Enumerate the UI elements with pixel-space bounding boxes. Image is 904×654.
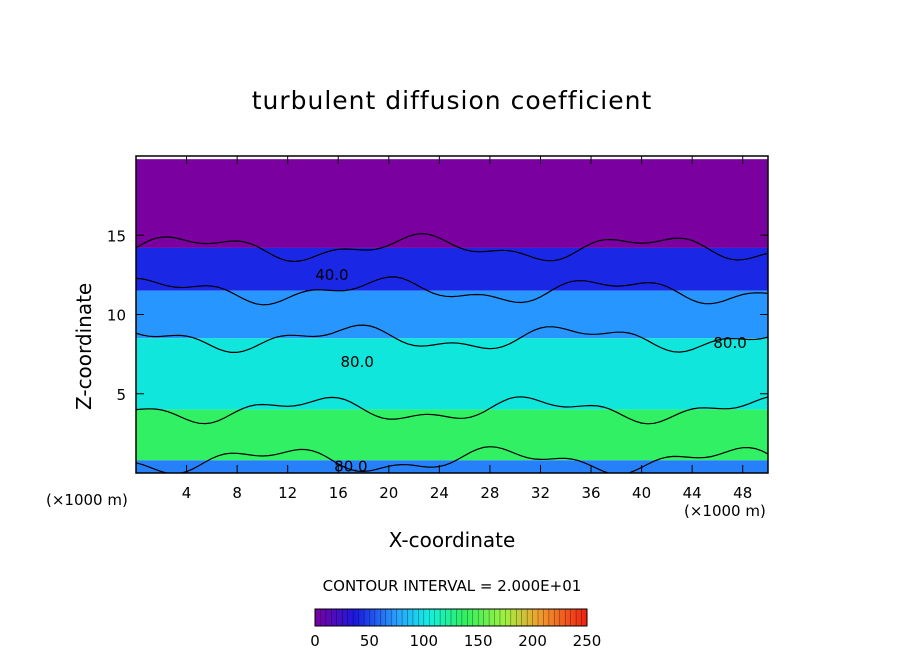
contour-line-4 xyxy=(136,446,768,473)
contour-label-1: 80.0 xyxy=(340,353,373,371)
colorbar-tick-label-2: 100 xyxy=(409,632,438,650)
x-tick-label-6: 28 xyxy=(480,484,499,502)
contour-line-0 xyxy=(136,233,768,263)
contour-labels: 40.0 80.0 80.0 80.0 xyxy=(315,266,747,476)
colorbar-tick-label-4: 200 xyxy=(518,632,547,650)
contour-line-1 xyxy=(136,276,768,306)
field-band-1 xyxy=(136,247,768,291)
x-tick-label-4: 20 xyxy=(379,484,398,502)
field-band-5 xyxy=(136,460,768,473)
field-band-2 xyxy=(136,290,768,339)
field-band-0 xyxy=(136,159,768,248)
x-tick-label-2: 12 xyxy=(278,484,297,502)
x-tick-label-0: 4 xyxy=(182,484,192,502)
x-tick-label-8: 36 xyxy=(581,484,600,502)
x-tick-label-7: 32 xyxy=(531,484,550,502)
x-axis-label: X-coordinate xyxy=(388,528,516,552)
y-tick-label-1: 10 xyxy=(107,307,126,325)
y-axis-label: Z-coordinate xyxy=(72,282,96,410)
colorbar-tick-label-1: 50 xyxy=(360,632,379,650)
colorbar-tick-label-0: 0 xyxy=(310,632,320,650)
colorbar: 0 50 100 150 200 250 xyxy=(310,608,602,650)
contour-interval: CONTOUR INTERVAL = 2.000E+01 xyxy=(322,577,582,595)
x-unit-right: (×1000 m) xyxy=(684,502,766,520)
y-tick-label-0: 5 xyxy=(116,386,126,404)
colorbar-tick-label-5: 250 xyxy=(573,632,602,650)
x-tick-label-9: 40 xyxy=(632,484,651,502)
chart-title: turbulent diffusion coefficient xyxy=(251,86,653,115)
y-tick-label-2: 15 xyxy=(107,227,126,245)
color-field xyxy=(136,159,768,473)
x-tick-label-10: 44 xyxy=(683,484,702,502)
contour-label-3: 80.0 xyxy=(334,458,367,476)
contour-label-2: 80.0 xyxy=(713,334,746,352)
x-tick-label-11: 48 xyxy=(733,484,752,502)
contour-label-0: 40.0 xyxy=(315,266,348,284)
x-tick-label-5: 24 xyxy=(430,484,449,502)
field-band-3 xyxy=(136,338,768,410)
contour-line-2 xyxy=(136,324,768,353)
x-tick-label-1: 8 xyxy=(232,484,242,502)
x-unit-left: (×1000 m) xyxy=(46,491,128,509)
colorbar-tick-label-3: 150 xyxy=(464,632,493,650)
contour-line-3 xyxy=(136,396,768,425)
x-tick-label-3: 16 xyxy=(329,484,348,502)
contour-lines xyxy=(136,233,768,473)
